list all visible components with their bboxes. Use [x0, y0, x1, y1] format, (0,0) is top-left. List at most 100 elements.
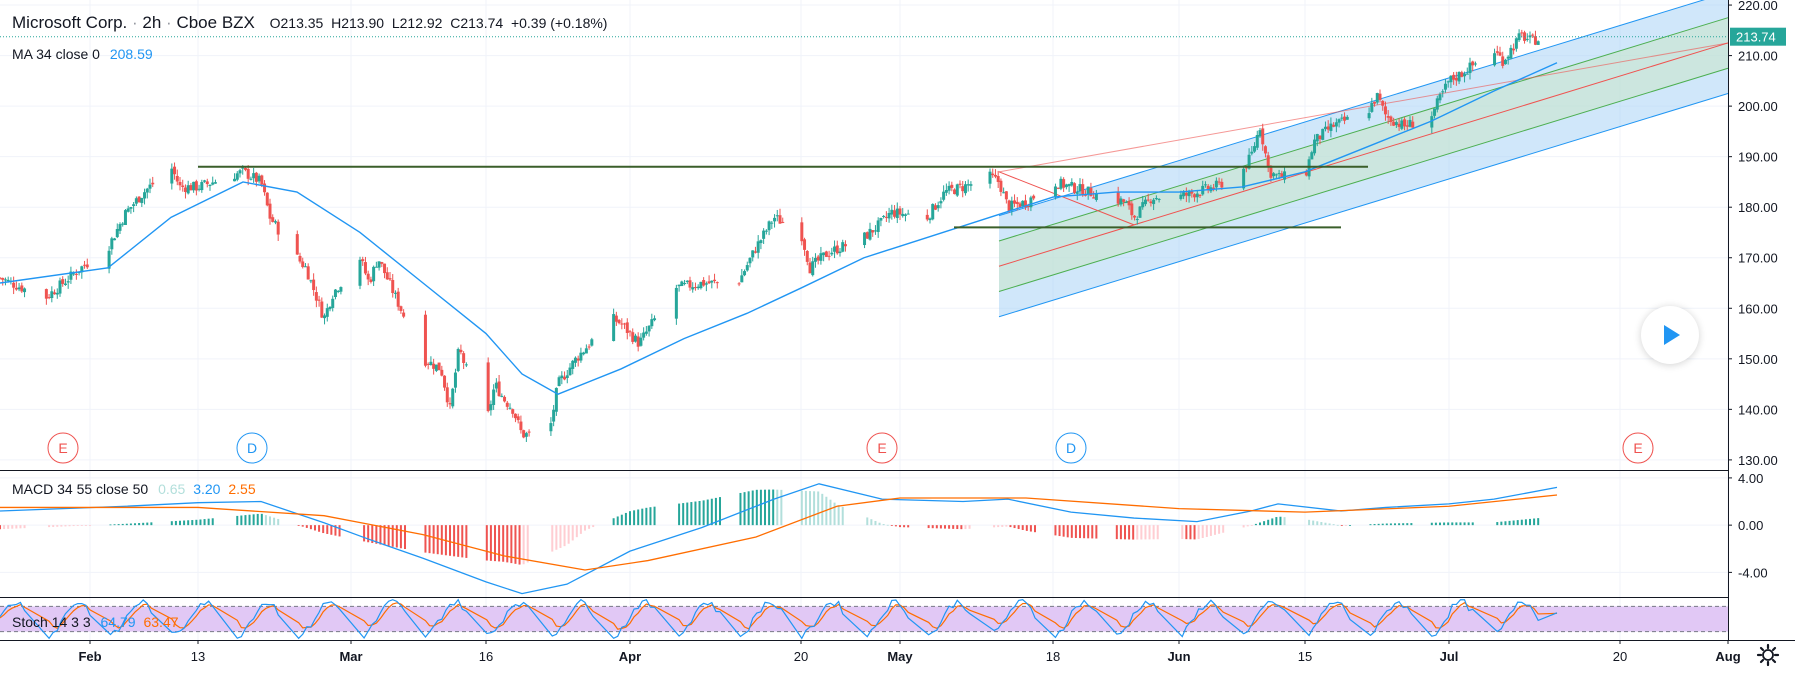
- candle: [192, 181, 196, 193]
- candle-body: [685, 280, 689, 282]
- candle: [838, 248, 842, 257]
- candle-body: [14, 287, 18, 290]
- settings-button[interactable]: [1753, 640, 1783, 670]
- macd-bar: [1205, 525, 1208, 537]
- macd-bar: [1394, 523, 1396, 526]
- candle: [273, 219, 277, 225]
- candle-body: [863, 232, 867, 246]
- macd-bar: [866, 517, 869, 526]
- candle-body: [260, 175, 264, 185]
- candle-body: [1220, 181, 1224, 188]
- candle: [1206, 184, 1210, 194]
- close-value: C213.74: [450, 15, 504, 31]
- candle-body: [1089, 187, 1093, 197]
- candle-body: [1340, 117, 1344, 119]
- candle: [1367, 107, 1371, 121]
- candle: [808, 257, 812, 274]
- candle-body: [822, 252, 826, 256]
- candle: [1127, 197, 1131, 210]
- price-tick-label: 190.00: [1738, 150, 1778, 165]
- candle-body: [434, 364, 438, 371]
- macd-bar: [637, 509, 640, 526]
- macd-histogram: [0, 489, 1540, 565]
- candle: [1304, 169, 1308, 177]
- candle: [211, 176, 215, 186]
- candle-body: [1433, 108, 1437, 116]
- candle: [756, 235, 760, 259]
- candle: [1310, 150, 1314, 160]
- candle-body: [522, 430, 526, 438]
- candle-body: [273, 221, 277, 223]
- candle: [303, 263, 307, 268]
- stoch-legend[interactable]: Stoch 14 3 3 64.79 63.47: [12, 614, 179, 630]
- candle: [129, 206, 133, 214]
- macd-bar: [23, 525, 26, 529]
- candle: [1056, 187, 1060, 190]
- candle: [893, 205, 897, 219]
- candle-body: [1064, 184, 1068, 188]
- candle-body: [66, 281, 70, 283]
- candle-body: [361, 259, 365, 262]
- macd-bar: [1218, 525, 1221, 534]
- candle: [331, 295, 335, 312]
- candle: [246, 165, 250, 186]
- play-button[interactable]: [1641, 306, 1699, 364]
- candle: [639, 333, 643, 347]
- candle-body: [173, 166, 177, 175]
- candle: [328, 306, 332, 312]
- macd-bar: [813, 491, 816, 526]
- macd-bar: [1451, 522, 1454, 526]
- candle-body: [999, 180, 1003, 192]
- macd-bar: [134, 523, 136, 526]
- candle-body: [137, 196, 141, 203]
- candle-body: [358, 259, 362, 286]
- candle: [1408, 116, 1412, 128]
- candle-body: [1443, 83, 1447, 90]
- candle-body: [1495, 51, 1499, 53]
- candle-body: [399, 306, 403, 311]
- candle-body: [1457, 71, 1461, 82]
- candle-body: [181, 185, 185, 187]
- macd-bar: [236, 515, 239, 526]
- candle-body: [513, 413, 517, 419]
- candle-body: [819, 253, 823, 261]
- macd-bar: [297, 525, 300, 526]
- candle-body: [440, 369, 444, 376]
- candle-body: [707, 281, 711, 284]
- macd-bar: [1410, 523, 1413, 526]
- candle-body: [328, 306, 332, 310]
- candle: [1517, 29, 1521, 42]
- macd-bar: [1512, 520, 1515, 526]
- macd-bar: [1533, 518, 1536, 526]
- candle-body: [1465, 73, 1469, 75]
- macd-bar: [772, 489, 775, 526]
- event-marker-dividend: D: [236, 432, 268, 464]
- candle-body: [1310, 152, 1314, 160]
- candle: [887, 207, 891, 223]
- symbol-name[interactable]: Microsoft Corp.: [12, 13, 128, 32]
- candle: [459, 344, 463, 355]
- macd-bar: [1434, 522, 1437, 526]
- ma-legend[interactable]: MA 34 close 0 208.59: [12, 46, 153, 62]
- macd-bar: [629, 511, 631, 526]
- candle: [868, 222, 872, 241]
- macd-bar: [743, 492, 746, 526]
- candle-body: [1441, 91, 1445, 93]
- price-tick-label: 180.00: [1738, 200, 1778, 215]
- interval-label[interactable]: 2h: [142, 13, 162, 32]
- macd-legend[interactable]: MACD 34 55 close 50 0.65 3.20 2.55: [12, 481, 256, 497]
- event-circle: [47, 432, 79, 464]
- event-marker-earnings: E: [47, 432, 79, 464]
- macd-bar: [1066, 525, 1069, 538]
- candle: [928, 217, 932, 224]
- macd-bar: [334, 525, 337, 536]
- candle: [492, 384, 496, 410]
- time-tick-label: 20: [1613, 649, 1627, 664]
- macd-bar: [882, 524, 885, 526]
- candle: [1119, 196, 1123, 207]
- macd-bar: [588, 525, 591, 529]
- macd-bar: [150, 522, 153, 526]
- macd-bar: [1349, 525, 1351, 526]
- candle-body: [1152, 199, 1156, 205]
